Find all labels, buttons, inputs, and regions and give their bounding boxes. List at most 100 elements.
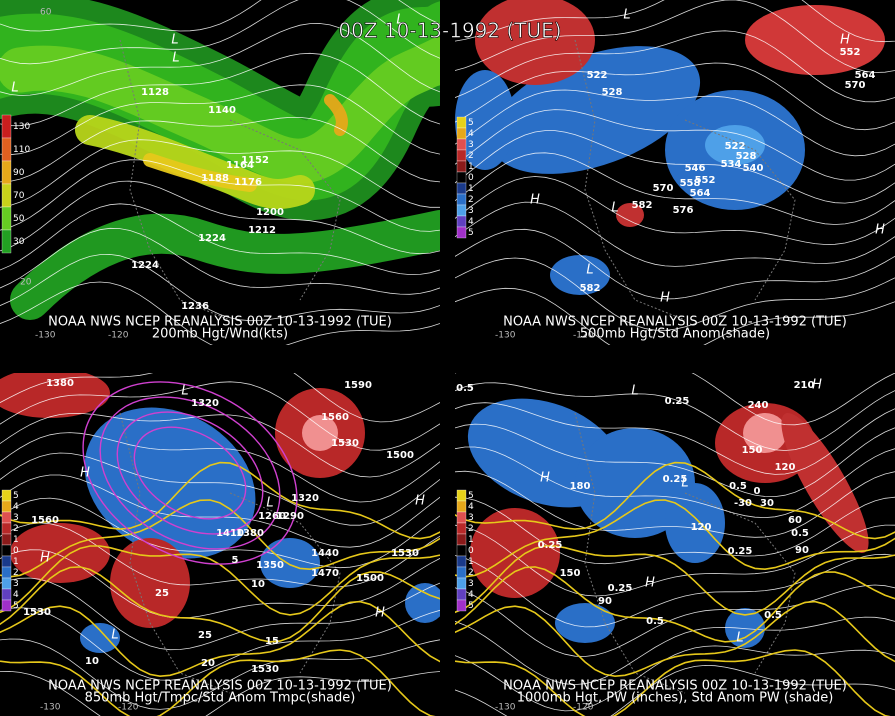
contour-label: 1500	[356, 573, 384, 584]
legend-swatch	[1, 160, 12, 185]
contour-label: 1530	[251, 664, 279, 675]
legend-swatch	[456, 489, 467, 502]
legend-label: 2	[468, 195, 474, 205]
contour-label: 240	[748, 400, 769, 411]
legend-label: 130	[13, 122, 30, 132]
contour-label: 0.25	[663, 474, 688, 485]
contour-label: 0.5	[456, 383, 474, 394]
pressure-center: H	[40, 551, 50, 566]
pressure-center: H	[415, 494, 425, 509]
legend-swatch	[456, 204, 467, 217]
contour-label: 0.25	[728, 546, 753, 557]
contour-label: 1410	[216, 528, 244, 539]
height-contour	[0, 607, 440, 681]
legend-label: 0	[468, 173, 474, 183]
height-contour	[0, 412, 440, 478]
contour-label: 558	[680, 178, 701, 189]
yellow-contour	[455, 545, 895, 616]
legend-label: 90	[13, 168, 25, 178]
contour-label: 15	[265, 636, 279, 647]
contour-label: 1224	[131, 260, 159, 271]
contour-label: -30	[734, 498, 752, 509]
legend-label: 5	[468, 491, 474, 501]
contour-label: 1560	[31, 515, 59, 526]
map-panel: 5432101234513801320156015301500159014101…	[0, 373, 440, 716]
contour-label: 25	[155, 588, 169, 599]
contour-label: 0.25	[538, 540, 563, 551]
contour-label: 528	[602, 87, 623, 98]
legend-swatch	[456, 116, 467, 129]
height-contour	[0, 227, 440, 295]
yellow-contour	[0, 499, 440, 578]
yellow-contour	[0, 600, 440, 678]
pressure-center: L	[181, 384, 188, 399]
pressure-center: L	[172, 51, 179, 66]
panel-caption: NOAA NWS NCEP REANALYSIS 00Z 10-13-1992 …	[503, 315, 847, 330]
legend-swatch	[456, 215, 467, 228]
contour-label: 1590	[344, 380, 372, 391]
legend-swatch	[456, 588, 467, 601]
axis-label: -120	[573, 331, 594, 341]
panel-caption: 500mb Hgt/Std Anom(shade)	[580, 327, 770, 342]
legend-label: 1	[13, 535, 19, 545]
contour-label: 0.5	[764, 610, 782, 621]
panel-caption: NOAA NWS NCEP REANALYSIS 00Z 10-13-1992 …	[503, 679, 847, 694]
contour-label: 1224	[198, 233, 226, 244]
magenta-contour	[133, 426, 247, 520]
legend-swatch	[1, 137, 12, 162]
pressure-center: H	[840, 33, 850, 48]
anomaly-shade	[475, 0, 595, 85]
yellow-contour	[0, 461, 440, 540]
contour-label: 90	[795, 545, 809, 556]
legend-label: 4	[468, 502, 474, 512]
axis-label: -130	[495, 703, 516, 713]
height-contour	[0, 638, 440, 710]
legend-swatch	[456, 138, 467, 151]
legend-label: 1	[468, 184, 474, 194]
legend-swatch	[456, 599, 467, 612]
pressure-center: L	[681, 476, 688, 491]
height-contour	[0, 452, 440, 526]
panel-caption: 850mb Hgt/Tmpc/Std Anom Tmpc(shade)	[85, 691, 356, 706]
contour-label: 25	[198, 630, 212, 641]
height-contour	[455, 373, 895, 426]
height-contour	[455, 0, 895, 73]
height-contour	[0, 549, 440, 619]
contour-label: 10	[85, 656, 99, 667]
legend-swatch	[456, 171, 467, 184]
contour-label: 1320	[291, 493, 319, 504]
pressure-center: L	[623, 8, 630, 23]
panel-field	[0, 373, 440, 716]
pressure-center: H	[375, 606, 385, 621]
anomaly-shade	[260, 538, 320, 588]
legend-swatch	[1, 533, 12, 546]
legend-label: 3	[13, 513, 19, 523]
contour-label: 522	[587, 70, 608, 81]
contour-label: 552	[840, 47, 861, 58]
anomaly-shade	[0, 373, 110, 418]
contour-label: 540	[743, 163, 764, 174]
legend-label: 2	[468, 524, 474, 534]
legend-label: 1	[468, 162, 474, 172]
legend-label: 4	[13, 502, 19, 512]
contour-label: 1500	[386, 450, 414, 461]
height-contour	[455, 664, 895, 716]
anomaly-shade	[80, 623, 120, 653]
legend-label: 2	[468, 568, 474, 578]
legend-swatch	[456, 160, 467, 173]
magenta-contour	[99, 396, 281, 550]
height-contour	[0, 373, 440, 423]
anomaly-shade	[745, 5, 885, 75]
yellow-contour	[455, 566, 895, 643]
contour-label: 1530	[331, 438, 359, 449]
yellow-contour	[455, 600, 895, 678]
height-contour	[455, 30, 895, 103]
contour-label: 180	[570, 481, 591, 492]
height-contour	[0, 577, 440, 651]
contour-label: 90	[598, 596, 612, 607]
height-contour	[455, 176, 895, 245]
contour-label: 60	[788, 515, 802, 526]
legend-swatch	[456, 577, 467, 590]
contour-label: 30	[760, 498, 774, 509]
